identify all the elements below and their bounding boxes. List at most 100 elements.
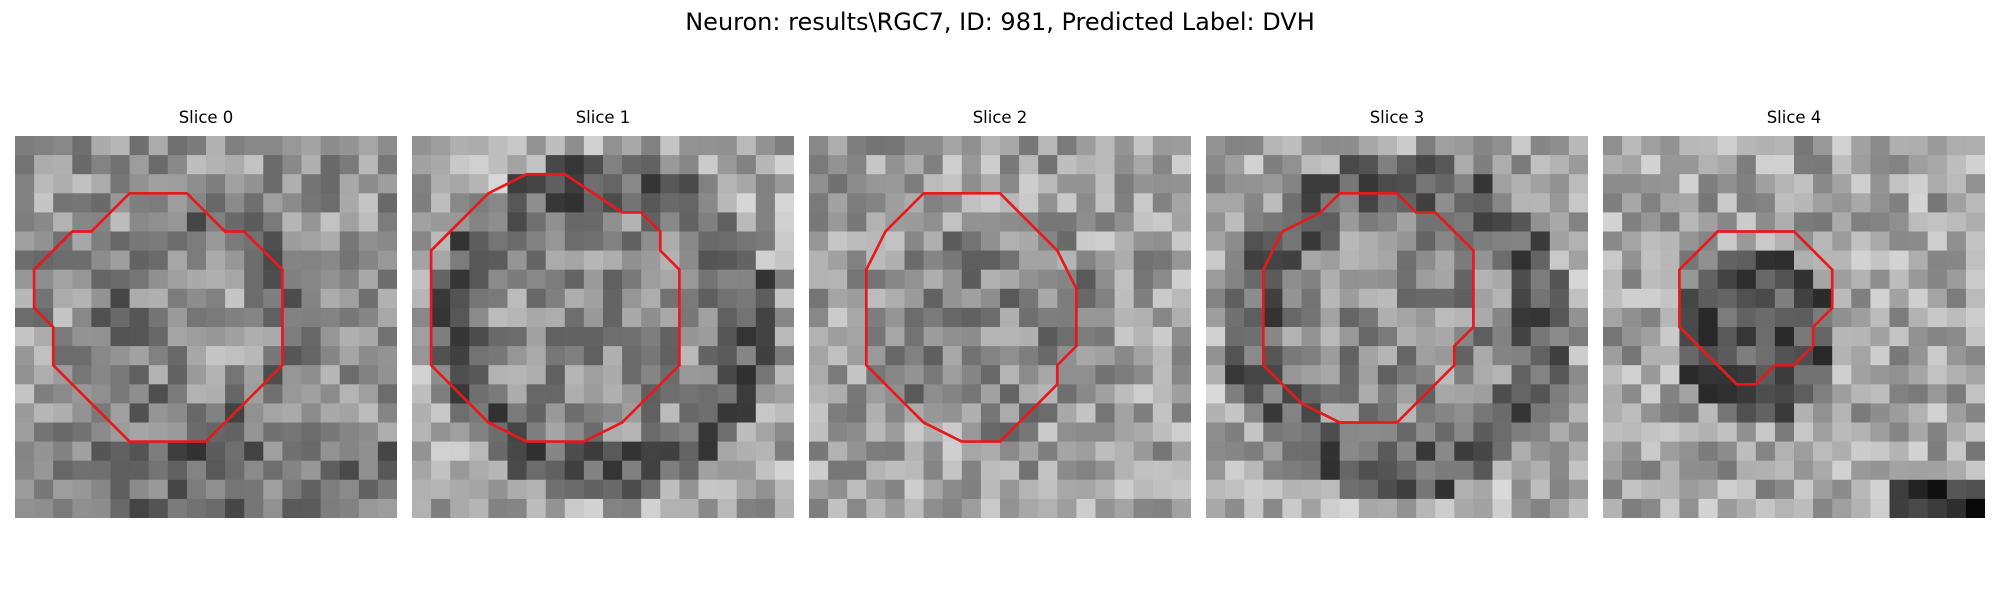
image-pixel xyxy=(679,365,700,385)
image-pixel xyxy=(1301,155,1322,175)
image-pixel xyxy=(1774,269,1795,290)
image-pixel xyxy=(1622,384,1642,404)
image-pixel xyxy=(904,155,925,175)
image-pixel xyxy=(774,403,794,424)
image-pixel xyxy=(1755,460,1776,481)
image-pixel xyxy=(866,212,886,233)
image-pixel xyxy=(263,384,283,404)
image-pixel xyxy=(904,365,925,385)
image-pixel xyxy=(736,155,757,175)
image-pixel xyxy=(1263,422,1283,443)
image-pixel xyxy=(1206,384,1226,404)
image-pixel xyxy=(1870,212,1891,233)
image-pixel xyxy=(34,269,54,290)
image-pixel xyxy=(301,384,322,404)
image-pixel xyxy=(1320,136,1341,156)
image-pixel xyxy=(1492,479,1513,500)
image-pixel xyxy=(1454,155,1474,175)
image-pixel xyxy=(622,307,642,328)
image-pixel xyxy=(129,269,150,290)
image-pixel xyxy=(1870,327,1891,347)
image-pixel xyxy=(412,231,432,252)
image-pixel xyxy=(1851,460,1871,481)
image-pixel xyxy=(717,346,738,366)
image-pixel xyxy=(1435,479,1455,500)
image-pixel xyxy=(1603,479,1623,500)
image-pixel xyxy=(15,269,35,290)
image-pixel xyxy=(167,193,188,213)
image-pixel xyxy=(1339,460,1360,481)
image-pixel xyxy=(412,460,432,481)
image-pixel xyxy=(358,212,379,233)
image-pixel xyxy=(774,498,794,518)
image-pixel xyxy=(755,441,776,462)
image-pixel xyxy=(320,403,341,424)
image-pixel xyxy=(1000,365,1020,385)
image-pixel xyxy=(1679,231,1700,252)
image-pixel xyxy=(1549,365,1570,385)
image-pixel xyxy=(1152,250,1173,271)
image-pixel xyxy=(1698,269,1719,290)
image-pixel xyxy=(1038,136,1058,156)
image-pixel xyxy=(1813,422,1833,443)
image-pixel xyxy=(980,422,1001,443)
image-pixel xyxy=(1660,384,1680,404)
image-pixel xyxy=(698,441,719,462)
image-pixel xyxy=(1603,212,1623,233)
image-pixel xyxy=(206,307,226,328)
image-pixel xyxy=(1000,441,1020,462)
image-pixel xyxy=(1282,269,1303,290)
image-pixel xyxy=(1435,288,1455,309)
image-pixel xyxy=(1244,307,1264,328)
image-pixel xyxy=(377,231,397,252)
image-pixel xyxy=(1320,441,1341,462)
image-pixel xyxy=(641,307,661,328)
image-pixel xyxy=(698,307,719,328)
image-pixel xyxy=(167,307,188,328)
image-pixel xyxy=(1133,346,1154,366)
image-pixel xyxy=(1965,269,1985,290)
image-pixel xyxy=(358,269,379,290)
image-pixel xyxy=(431,384,451,404)
image-pixel xyxy=(641,346,661,366)
image-pixel xyxy=(15,250,35,271)
image-pixel xyxy=(1416,231,1436,252)
image-pixel xyxy=(1473,403,1494,424)
image-pixel xyxy=(15,136,35,156)
image-pixel xyxy=(755,498,776,518)
image-pixel xyxy=(1851,155,1871,175)
image-pixel xyxy=(15,174,35,194)
image-pixel xyxy=(622,422,642,443)
image-pixel xyxy=(1774,231,1795,252)
image-pixel xyxy=(186,384,207,404)
image-pixel xyxy=(1416,288,1436,309)
image-pixel xyxy=(1095,174,1116,194)
image-pixel xyxy=(1397,441,1417,462)
image-pixel xyxy=(1019,498,1039,518)
image-pixel xyxy=(1000,212,1020,233)
image-pixel xyxy=(91,441,112,462)
image-pixel xyxy=(1454,422,1474,443)
image-pixel xyxy=(679,193,700,213)
image-pixel xyxy=(1492,403,1513,424)
image-pixel xyxy=(1870,174,1891,194)
image-pixel xyxy=(1225,212,1245,233)
image-pixel xyxy=(1339,136,1360,156)
image-pixel xyxy=(186,307,207,328)
image-pixel xyxy=(1774,498,1795,518)
image-pixel xyxy=(774,193,794,213)
image-pixel xyxy=(1076,250,1097,271)
image-pixel xyxy=(1965,250,1985,271)
image-pixel xyxy=(622,365,642,385)
image-pixel xyxy=(1660,250,1680,271)
image-pixel xyxy=(1622,365,1642,385)
image-pixel xyxy=(1641,212,1661,233)
image-pixel xyxy=(1320,250,1341,271)
image-pixel xyxy=(1698,212,1719,233)
image-pixel xyxy=(507,231,528,252)
image-pixel xyxy=(1717,136,1738,156)
image-pixel xyxy=(1301,269,1322,290)
image-pixel xyxy=(847,384,867,404)
image-pixel xyxy=(1870,307,1891,328)
image-pixel xyxy=(507,136,528,156)
